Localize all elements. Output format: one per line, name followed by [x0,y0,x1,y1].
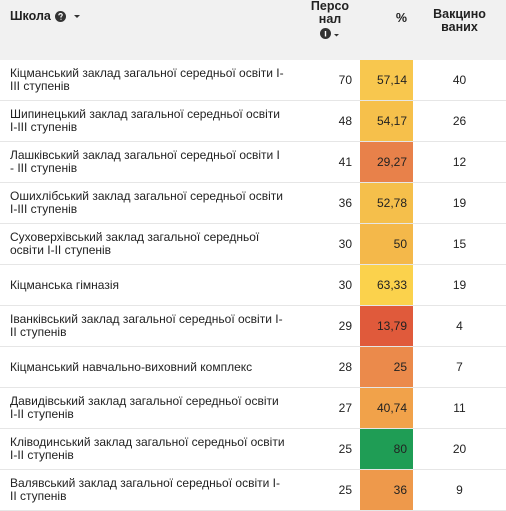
sort-arrow[interactable] [70,13,84,21]
school-header[interactable]: Школа [0,0,300,60]
vaccinated-cell: 19 [413,264,506,306]
info-icon[interactable] [319,28,331,39]
info-icon[interactable] [54,11,66,23]
table-row[interactable]: Ошихлібський заклад загальної середньої … [0,182,506,224]
percent-cell: 40,74 [360,387,413,429]
table-row[interactable]: Кліводинський заклад загальної середньої… [0,428,506,470]
staff-cell: 30 [300,223,360,265]
header-label: Вакцино ваних [433,7,486,34]
percent-cell: 36 [360,469,413,511]
vaccinated-cell: 4 [413,305,506,347]
vaccinated-cell: 12 [413,141,506,183]
header-row: Школа Персо нал % Вакцино ваних [0,0,506,60]
table-row[interactable]: Валявський заклад загальної середньої ос… [0,469,506,511]
vaccinated-cell: 19 [413,182,506,224]
vaccinated-header[interactable]: Вакцино ваних [413,0,506,60]
table-row[interactable]: Давидівський заклад загальної середньої … [0,387,506,429]
percent-cell: 63,33 [360,264,413,306]
percent-cell: 52,78 [360,182,413,224]
table-row[interactable]: Суховерхівський заклад загальної середнь… [0,223,506,265]
percent-cell: 29,27 [360,141,413,183]
table-body: Кіцманський заклад загальної середньої о… [0,60,506,511]
vaccinated-cell: 7 [413,346,506,388]
school-cell: Кіцманський навчально-виховний комплекс [0,346,300,388]
school-cell: Давидівський заклад загальної середньої … [0,387,300,429]
table-row[interactable]: Шипинецький заклад загальної середньої о… [0,100,506,142]
staff-cell: 28 [300,346,360,388]
school-cell: Валявський заклад загальної середньої ос… [0,469,300,511]
percent-header[interactable]: % [360,0,413,60]
vaccinated-cell: 9 [413,469,506,511]
vaccinated-cell: 26 [413,100,506,142]
school-cell: Кіцманська гімназія [0,264,300,306]
school-cell: Шипинецький заклад загальної середньої о… [0,100,300,142]
percent-cell: 13,79 [360,305,413,347]
sort-arrow[interactable] [331,31,341,39]
table-row[interactable]: Кіцманська гімназія 30 63,33 19 [0,264,506,306]
school-cell: Лашківський заклад загальної середньої о… [0,141,300,183]
table-row[interactable]: Лашківський заклад загальної середньої о… [0,141,506,183]
table-row[interactable]: Кіцманський заклад загальної середньої о… [0,60,506,101]
vaccinated-cell: 40 [413,60,506,101]
staff-cell: 25 [300,469,360,511]
school-cell: Кіцманський заклад загальної середньої о… [0,60,300,101]
percent-cell: 50 [360,223,413,265]
staff-cell: 41 [300,141,360,183]
header-label: % [395,11,407,25]
header-label: Персо нал [310,0,350,26]
school-cell: Суховерхівський заклад загальної середнь… [0,223,300,265]
table-row[interactable]: Іванківський заклад загальної середньої … [0,305,506,347]
staff-cell: 27 [300,387,360,429]
staff-header[interactable]: Персо нал [300,0,360,60]
staff-cell: 36 [300,182,360,224]
school-cell: Кліводинський заклад загальної середньої… [0,428,300,470]
percent-cell: 57,14 [360,60,413,101]
staff-cell: 29 [300,305,360,347]
percent-cell: 25 [360,346,413,388]
staff-cell: 70 [300,60,360,101]
staff-cell: 30 [300,264,360,306]
staff-cell: 25 [300,428,360,470]
table-row[interactable]: Кіцманський навчально-виховний комплекс 2… [0,346,506,388]
vaccinated-cell: 15 [413,223,506,265]
percent-cell: 80 [360,428,413,470]
school-cell: Ошихлібський заклад загальної середньої … [0,182,300,224]
staff-cell: 48 [300,100,360,142]
school-cell: Іванківський заклад загальної середньої … [0,305,300,347]
vaccinated-cell: 20 [413,428,506,470]
vaccinated-cell: 11 [413,387,506,429]
header-label: Школа [10,9,51,23]
percent-cell: 54,17 [360,100,413,142]
